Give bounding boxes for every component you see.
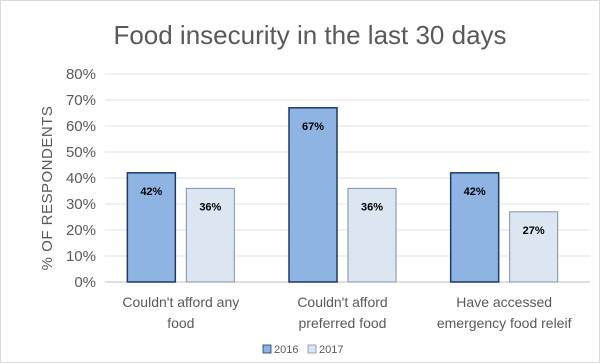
data-label: 36% <box>199 201 221 213</box>
data-label: 42% <box>140 186 162 198</box>
category-label-line: preferred food <box>299 315 387 331</box>
y-axis-ticks: 0% 10% 20% 30% 40% 50% 60% 70% 80% <box>66 66 96 291</box>
y-tick-label: 20% <box>66 222 96 239</box>
data-labels: 42% 36% 67% 36% 42% 27% <box>140 121 545 237</box>
y-tick-label: 60% <box>66 118 96 135</box>
y-tick-label: 10% <box>66 248 96 265</box>
category-label-line: food <box>167 315 194 331</box>
legend-label-2016: 2016 <box>274 344 298 356</box>
bars <box>126 107 559 283</box>
legend: 2016 2017 <box>262 344 343 356</box>
category-label-line: emergency food releif <box>437 315 572 331</box>
bar-2017-1 <box>347 187 397 283</box>
bar-2016-0 <box>126 172 177 283</box>
category-label: Couldn't afford preferred food <box>297 294 387 331</box>
category-label: Have accessed emergency food releif <box>437 294 572 331</box>
data-label: 36% <box>361 201 383 213</box>
category-label-line: Couldn't afford <box>297 294 387 310</box>
legend-swatch-2016 <box>262 344 272 354</box>
y-tick-label: 0% <box>74 274 96 291</box>
bar-2016-1 <box>288 107 338 283</box>
data-label: 27% <box>523 225 545 237</box>
y-tick-label: 70% <box>66 92 96 109</box>
bar-2017-2 <box>509 211 559 283</box>
legend-label-2017: 2017 <box>319 344 343 356</box>
y-tick-label: 40% <box>66 170 96 187</box>
y-tick-label: 50% <box>66 144 96 161</box>
y-axis-label: % OF RESPONDENTS <box>39 106 56 271</box>
category-label: Couldn't afford any food <box>122 294 239 331</box>
data-label: 67% <box>302 121 324 133</box>
bar-2016-2 <box>449 172 500 283</box>
chart-title: Food insecurity in the last 30 days <box>113 20 506 50</box>
category-label-line: Couldn't afford any <box>122 294 239 310</box>
category-labels: Couldn't afford any food Couldn't afford pr… <box>122 294 571 331</box>
y-tick-label: 80% <box>66 66 96 83</box>
legend-swatch-2017 <box>307 344 317 354</box>
category-label-line: Have accessed <box>456 294 552 310</box>
data-label: 42% <box>464 186 486 198</box>
y-tick-label: 30% <box>66 196 96 213</box>
bar-2017-0 <box>185 187 235 283</box>
